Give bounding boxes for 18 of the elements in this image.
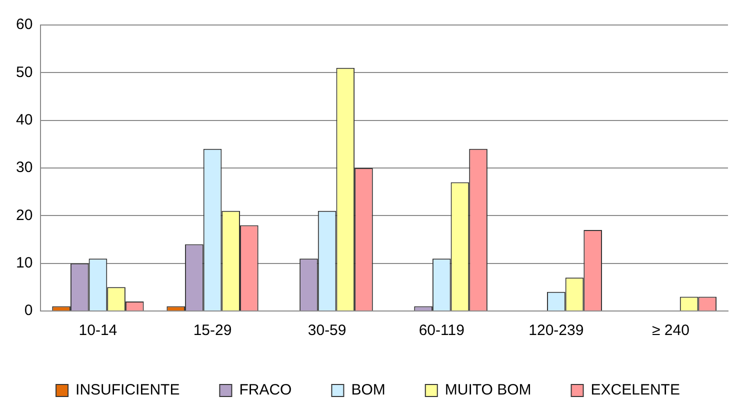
legend-label: BOM [351, 382, 386, 399]
x-tick-label: 10-14 [78, 322, 118, 340]
legend-label: EXCELENTE [590, 382, 680, 399]
x-tick-label: 30-59 [308, 322, 346, 340]
y-tick-label: 30 [16, 159, 33, 176]
y-tick-label: 20 [16, 206, 33, 224]
y-tick-label: 60 [16, 16, 33, 34]
y-tick-label: 50 [16, 64, 33, 81]
legend-label: MUITO BOM [444, 382, 532, 399]
x-tick-label: 60-119 [418, 322, 464, 340]
y-tick-label: 0 [24, 302, 33, 320]
legend-label: INSUFICIENTE [76, 382, 180, 399]
y-tick-label: 40 [16, 111, 33, 128]
x-tick-label: 15-29 [193, 322, 232, 340]
x-tick-label: 120-239 [528, 322, 584, 340]
x-tick-label: ≥ 240 [652, 322, 690, 340]
legend-label: FRACO [239, 382, 292, 399]
y-tick-label: 10 [16, 254, 33, 272]
